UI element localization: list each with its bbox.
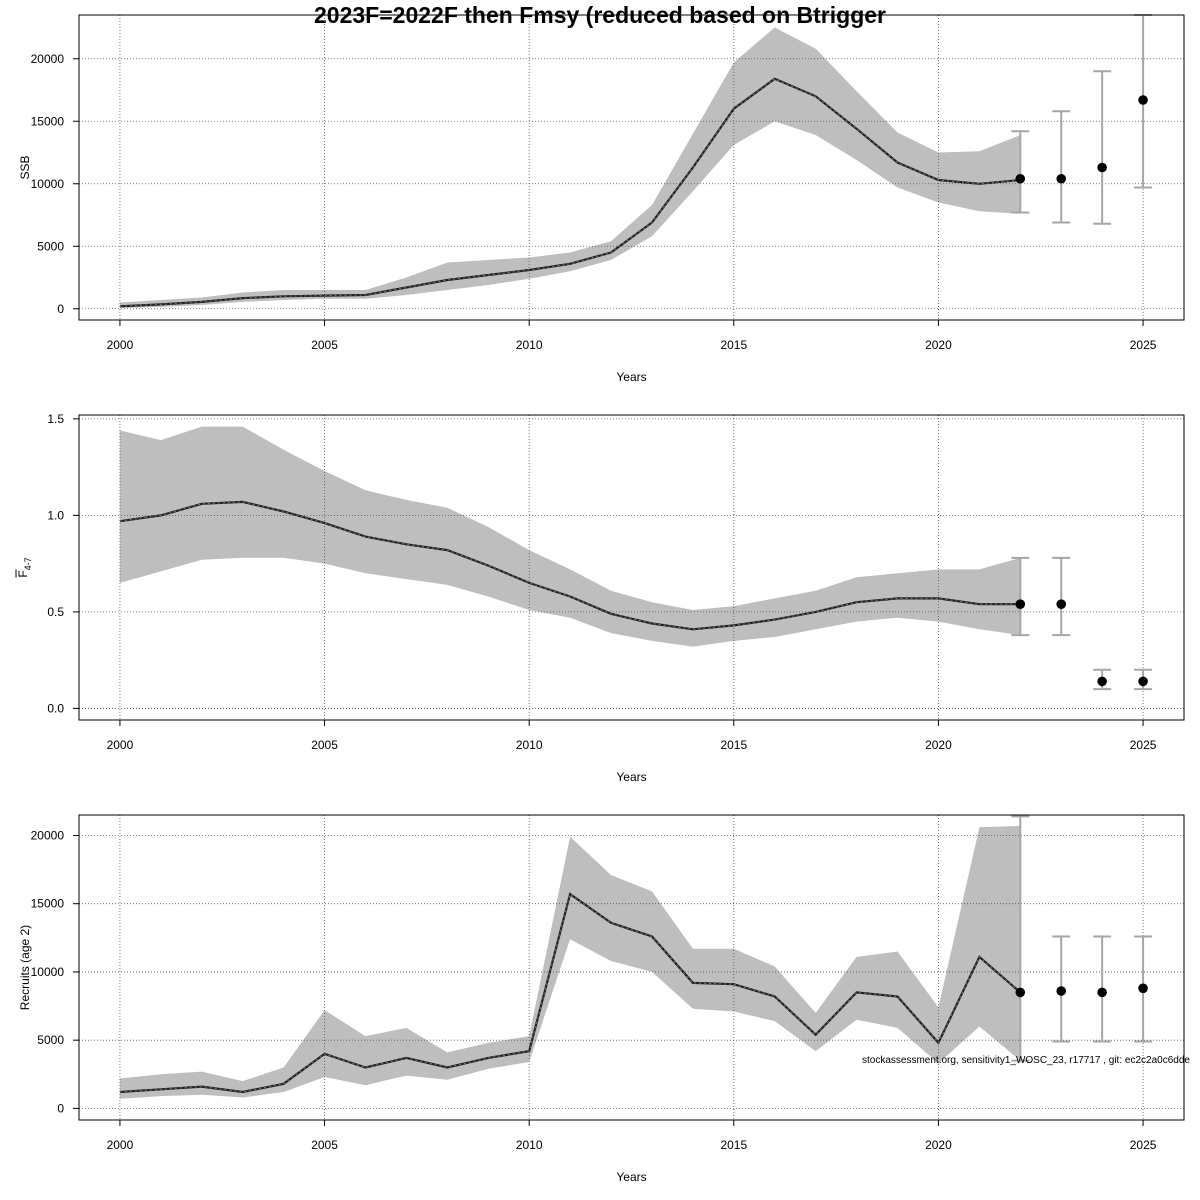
forecast-point bbox=[1097, 676, 1107, 687]
plot-frame bbox=[78, 414, 1185, 721]
fbar-confidence-band bbox=[119, 426, 1021, 647]
forecast-point bbox=[1015, 599, 1026, 609]
y-tick-label: 0.5 bbox=[47, 605, 64, 619]
y-axis-label: SSB bbox=[18, 155, 32, 179]
forecast-point bbox=[1138, 95, 1148, 105]
y-tick-label: 10000 bbox=[31, 177, 65, 191]
y-tick-label: 5000 bbox=[37, 239, 64, 253]
forecast-point bbox=[1097, 162, 1107, 173]
ssb-chart: 2000 2005 2010 2015 2020 2025 0 5000 10000 15000 2… bbox=[18, 14, 1185, 384]
forecast-point bbox=[1056, 599, 1067, 609]
y-tick-label: 1.0 bbox=[47, 508, 64, 522]
x-tick-label: 2000 bbox=[107, 1138, 134, 1152]
x-tick-label: 2020 bbox=[925, 738, 952, 752]
recruits-confidence-band bbox=[119, 825, 1021, 1099]
x-axis-label: Years bbox=[616, 770, 646, 784]
credit-text: stockassessment.org, sensitivity1_WOSC_2… bbox=[862, 1055, 1190, 1066]
plot-frame bbox=[78, 814, 1185, 1121]
x-axis-label: Years bbox=[616, 370, 646, 384]
x-tick-label: 2010 bbox=[516, 738, 543, 752]
forecast-point bbox=[1056, 173, 1067, 184]
forecast-point bbox=[1015, 987, 1026, 998]
y-tick-label: 0 bbox=[57, 302, 64, 316]
ssb-estimate-line bbox=[119, 77, 1021, 308]
x-tick-label: 2025 bbox=[1130, 1138, 1157, 1152]
x-tick-label: 2025 bbox=[1130, 738, 1157, 752]
x-tick-label: 2010 bbox=[516, 1138, 543, 1152]
recruits-estimate-line-dash bbox=[119, 893, 1021, 1093]
y-axis-label: Recruits (age 2) bbox=[18, 925, 32, 1010]
x-tick-label: 2020 bbox=[925, 338, 952, 352]
y-tick-label: 15000 bbox=[31, 897, 65, 911]
ssb-estimate-line-dash bbox=[119, 78, 1021, 307]
x-tick-label: 2015 bbox=[720, 738, 747, 752]
y-tick-label: 0.0 bbox=[47, 701, 64, 715]
x-tick-label: 2010 bbox=[516, 338, 543, 352]
forecast-point bbox=[1056, 986, 1067, 996]
y-tick-label: 1.5 bbox=[47, 412, 64, 426]
x-tick-label: 2005 bbox=[311, 1138, 338, 1152]
y-axis-label-group: F4-7 bbox=[15, 557, 33, 578]
x-tick-label: 2005 bbox=[311, 338, 338, 352]
forecast-point bbox=[1015, 173, 1026, 184]
forecast-point bbox=[1138, 676, 1148, 687]
x-tick-label: 2020 bbox=[925, 1138, 952, 1152]
x-tick-label: 2000 bbox=[107, 338, 134, 352]
y-tick-label: 15000 bbox=[31, 114, 65, 128]
fbar-estimate-line-dash bbox=[119, 501, 1021, 630]
forecast-point bbox=[1097, 987, 1107, 998]
x-tick-label: 2000 bbox=[107, 738, 134, 752]
plot-frame bbox=[78, 14, 1185, 321]
x-tick-label: 2015 bbox=[720, 338, 747, 352]
fbar-chart: 2000 2005 2010 2015 2020 2025 0.0 0.5 1.0 1.5 Year… bbox=[15, 412, 1185, 784]
y-tick-label: 20000 bbox=[31, 52, 65, 66]
y-tick-label: 20000 bbox=[31, 828, 65, 842]
x-tick-label: 2025 bbox=[1130, 338, 1157, 352]
y-tick-label: 10000 bbox=[31, 965, 65, 979]
x-tick-label: 2005 bbox=[311, 738, 338, 752]
forecast-point bbox=[1138, 983, 1148, 994]
ssb-confidence-band bbox=[119, 27, 1021, 309]
x-tick-label: 2015 bbox=[720, 1138, 747, 1152]
recruits-chart: 2000 2005 2010 2015 2020 2025 0 5000 10000 15000 2… bbox=[18, 814, 1185, 1184]
x-axis-label: Years bbox=[616, 1170, 646, 1184]
y-tick-label: 0 bbox=[57, 1101, 64, 1115]
y-axis-label: F4-7 bbox=[16, 557, 33, 577]
y-tick-label: 5000 bbox=[37, 1033, 64, 1047]
